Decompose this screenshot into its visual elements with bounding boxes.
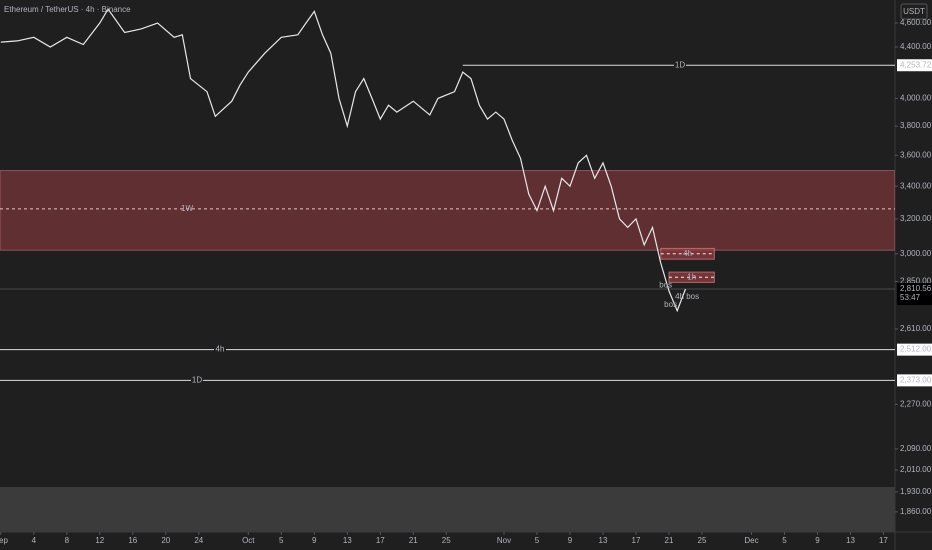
y-tick-label: 2,850.00 (900, 277, 932, 286)
annotation: 4h bos (675, 292, 699, 301)
x-tick-label: 20 (161, 536, 170, 545)
x-tick-label: 24 (194, 536, 203, 545)
price-tag-label: 2,512.00 (900, 345, 932, 354)
x-tick-label: Nov (497, 536, 511, 545)
level-label: 4h (216, 345, 225, 354)
x-tick-label: 13 (599, 536, 608, 545)
x-tick-label: 13 (846, 536, 855, 545)
y-tick-label: 1,860.00 (900, 507, 932, 516)
price-tag (897, 343, 932, 356)
price-line (0, 7, 687, 313)
price-tag (897, 374, 932, 387)
x-tick-label: 8 (65, 536, 70, 545)
currency-label[interactable]: USDT (903, 7, 925, 16)
x-tick-label: 5 (535, 536, 540, 545)
y-tick-label: 3,800.00 (900, 121, 932, 130)
level-label: 1D (192, 375, 202, 384)
y-tick-label: 3,200.00 (900, 214, 932, 223)
x-tick-label: 5 (782, 536, 787, 545)
x-tick-label: 9 (815, 536, 820, 545)
y-tick-label: 2,010.00 (900, 465, 932, 474)
y-tick-label: 2,610.00 (900, 324, 932, 333)
y-tick-label: 1,930.00 (900, 487, 932, 496)
x-tick-label: Dec (744, 536, 758, 545)
annotation: bos (659, 280, 672, 289)
y-tick-label: 2,090.00 (900, 444, 932, 453)
level-label: 1D (675, 60, 685, 69)
price-tag (897, 59, 932, 72)
y-tick-label: 4,000.00 (900, 94, 932, 103)
x-tick-label: 16 (128, 536, 137, 545)
x-tick-label: 17 (632, 536, 641, 545)
x-tick-label: 13 (343, 536, 352, 545)
y-tick-label: 4,600.00 (900, 18, 932, 27)
x-tick-label: 9 (568, 536, 573, 545)
x-tick-label: Sep (0, 536, 8, 545)
countdown: 53:47 (900, 293, 921, 302)
level-label-bg (214, 345, 226, 354)
x-tick-label: 5 (279, 536, 284, 545)
x-tick-label: 17 (376, 536, 385, 545)
x-tick-label: Oct (242, 536, 255, 545)
y-tick-label: 4,400.00 (900, 42, 932, 51)
currency-button[interactable] (900, 3, 928, 20)
x-tick-label: 17 (879, 536, 888, 545)
x-tick-label: 12 (95, 536, 104, 545)
price-tag-label: 2,373.00 (900, 375, 932, 384)
y-tick-label: 3,000.00 (900, 249, 932, 258)
x-tick-label: 4 (32, 536, 37, 545)
y-tick-label: 2,270.00 (900, 399, 932, 408)
zone-label: 1W (181, 204, 193, 213)
y-tick-label: 3,600.00 (900, 150, 932, 159)
annotation: bos (664, 300, 677, 309)
level-label-bg (191, 376, 203, 385)
x-tick-label: 21 (409, 536, 418, 545)
price-tag-label: 4,253.72 (900, 60, 932, 69)
level-label-bg (674, 61, 686, 70)
chart-title: Ethereum / TetherUS · 4h · Binance (4, 5, 131, 14)
box-label: 4h (683, 249, 692, 258)
y-tick-label: 3,400.00 (900, 181, 932, 190)
x-tick-label: 21 (665, 536, 674, 545)
box-label: 1h (687, 272, 696, 281)
current-price-label: 2,810.56 (900, 284, 932, 293)
x-tick-label: 25 (442, 536, 451, 545)
x-tick-label: 9 (312, 536, 317, 545)
current-price-tag (897, 282, 932, 305)
x-tick-label: 25 (698, 536, 707, 545)
zone (0, 170, 895, 251)
lower-band (0, 487, 895, 532)
plot (0, 7, 895, 381)
